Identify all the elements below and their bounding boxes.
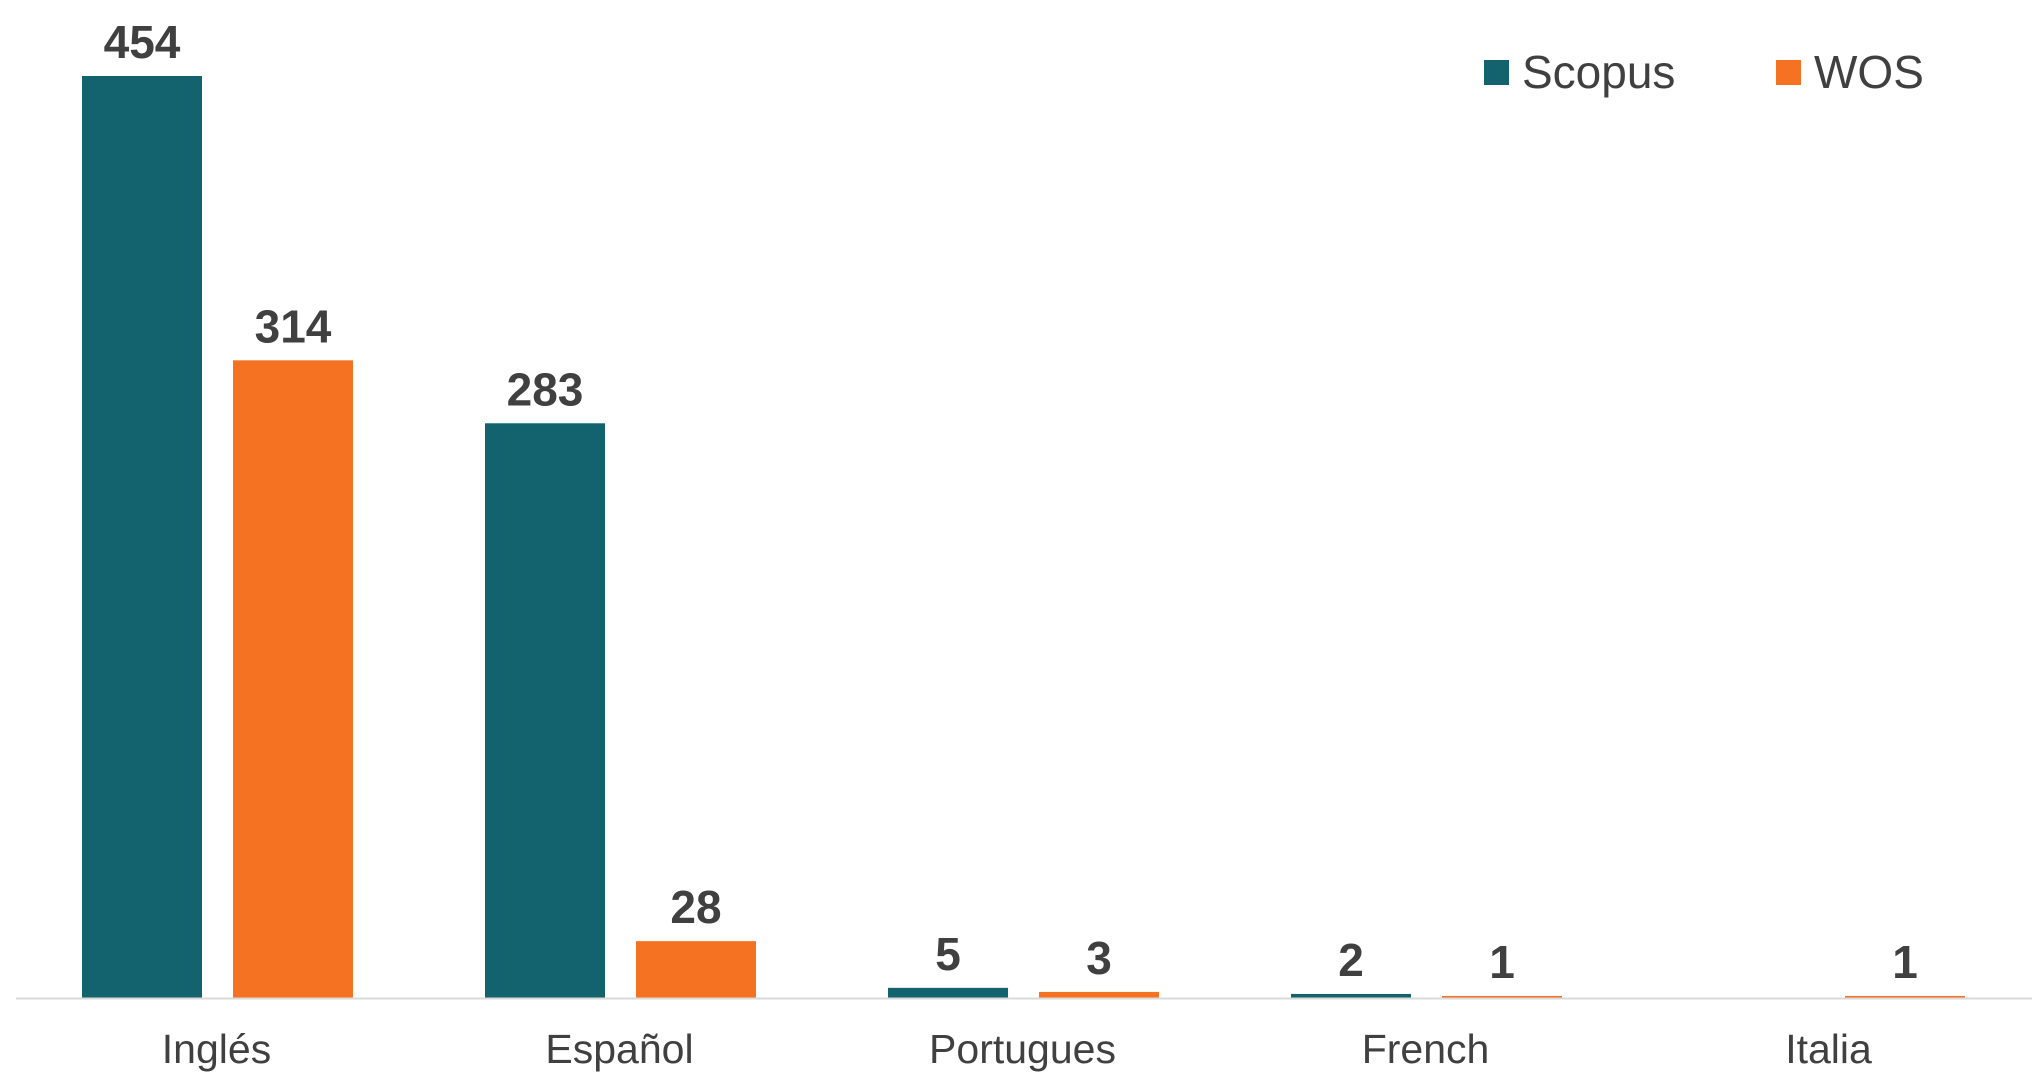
legend-label-scopus: Scopus [1522,46,1675,98]
bar-wos-ingles [233,360,353,999]
bar-scopus-ingles [82,76,202,998]
bar-wos-french [1442,995,1562,998]
data-label-wos-portugues: 3 [1086,932,1112,984]
bar-scopus-espanol [485,423,605,998]
category-label-portugues: Portugues [929,1026,1116,1072]
data-label-wos-ingles: 314 [255,300,332,352]
legend-item-scopus: Scopus [1484,46,1675,98]
bars-layer [82,76,1965,999]
bar-scopus-french [1291,993,1411,998]
bar-wos-portugues [1039,991,1159,998]
legend-swatch-scopus [1484,60,1509,85]
data-label-wos-italia: 1 [1892,936,1918,988]
category-labels-layer: Inglés Español Portugues French Italia [162,1026,1872,1072]
data-label-scopus-ingles: 454 [104,16,181,68]
legend-label-wos: WOS [1814,46,1924,98]
data-label-wos-espanol: 28 [670,881,721,933]
data-label-scopus-portugues: 5 [935,928,961,980]
data-label-wos-french: 1 [1489,936,1515,988]
bar-wos-espanol [636,941,756,998]
category-label-french: French [1362,1026,1490,1072]
bar-wos-italia [1845,995,1965,998]
category-label-espanol: Español [545,1026,693,1072]
data-label-scopus-espanol: 283 [507,363,584,415]
category-label-italia: Italia [1785,1026,1872,1072]
bar-scopus-portugues [888,987,1008,998]
data-label-scopus-french: 2 [1338,934,1364,986]
legend-item-wos: WOS [1776,46,1924,98]
legend: Scopus WOS [1484,46,1924,98]
legend-swatch-wos [1776,60,1801,85]
category-label-ingles: Inglés [162,1026,271,1072]
